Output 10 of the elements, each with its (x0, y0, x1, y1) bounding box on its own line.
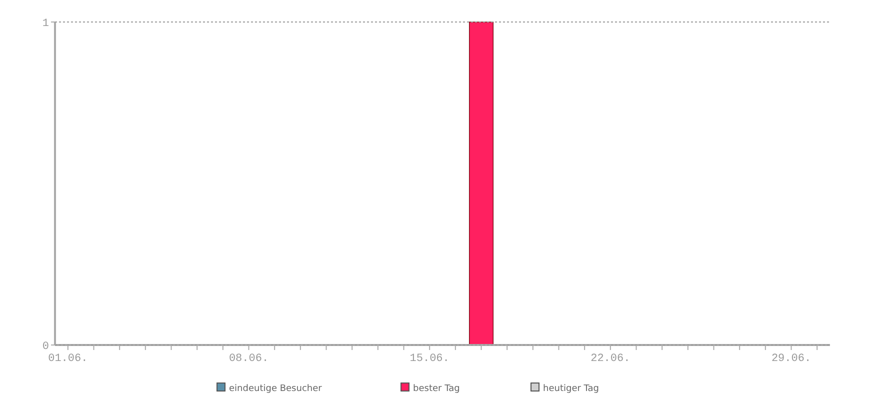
x-tick-label: 15.06. (410, 353, 450, 365)
x-tick-label: 01.06. (48, 353, 88, 365)
x-tick-label: 22.06. (590, 353, 630, 365)
y-tick-label: 0 (42, 340, 49, 353)
x-tick-label: 29.06. (771, 353, 812, 365)
y-tick-label: 1 (42, 18, 50, 30)
legend-label: heutiger Tag (543, 384, 600, 394)
x-tick-label: 08.06. (228, 353, 269, 365)
legend-label: eindeutige Besucher (229, 384, 322, 394)
legend-label: bester Tag (413, 384, 460, 394)
